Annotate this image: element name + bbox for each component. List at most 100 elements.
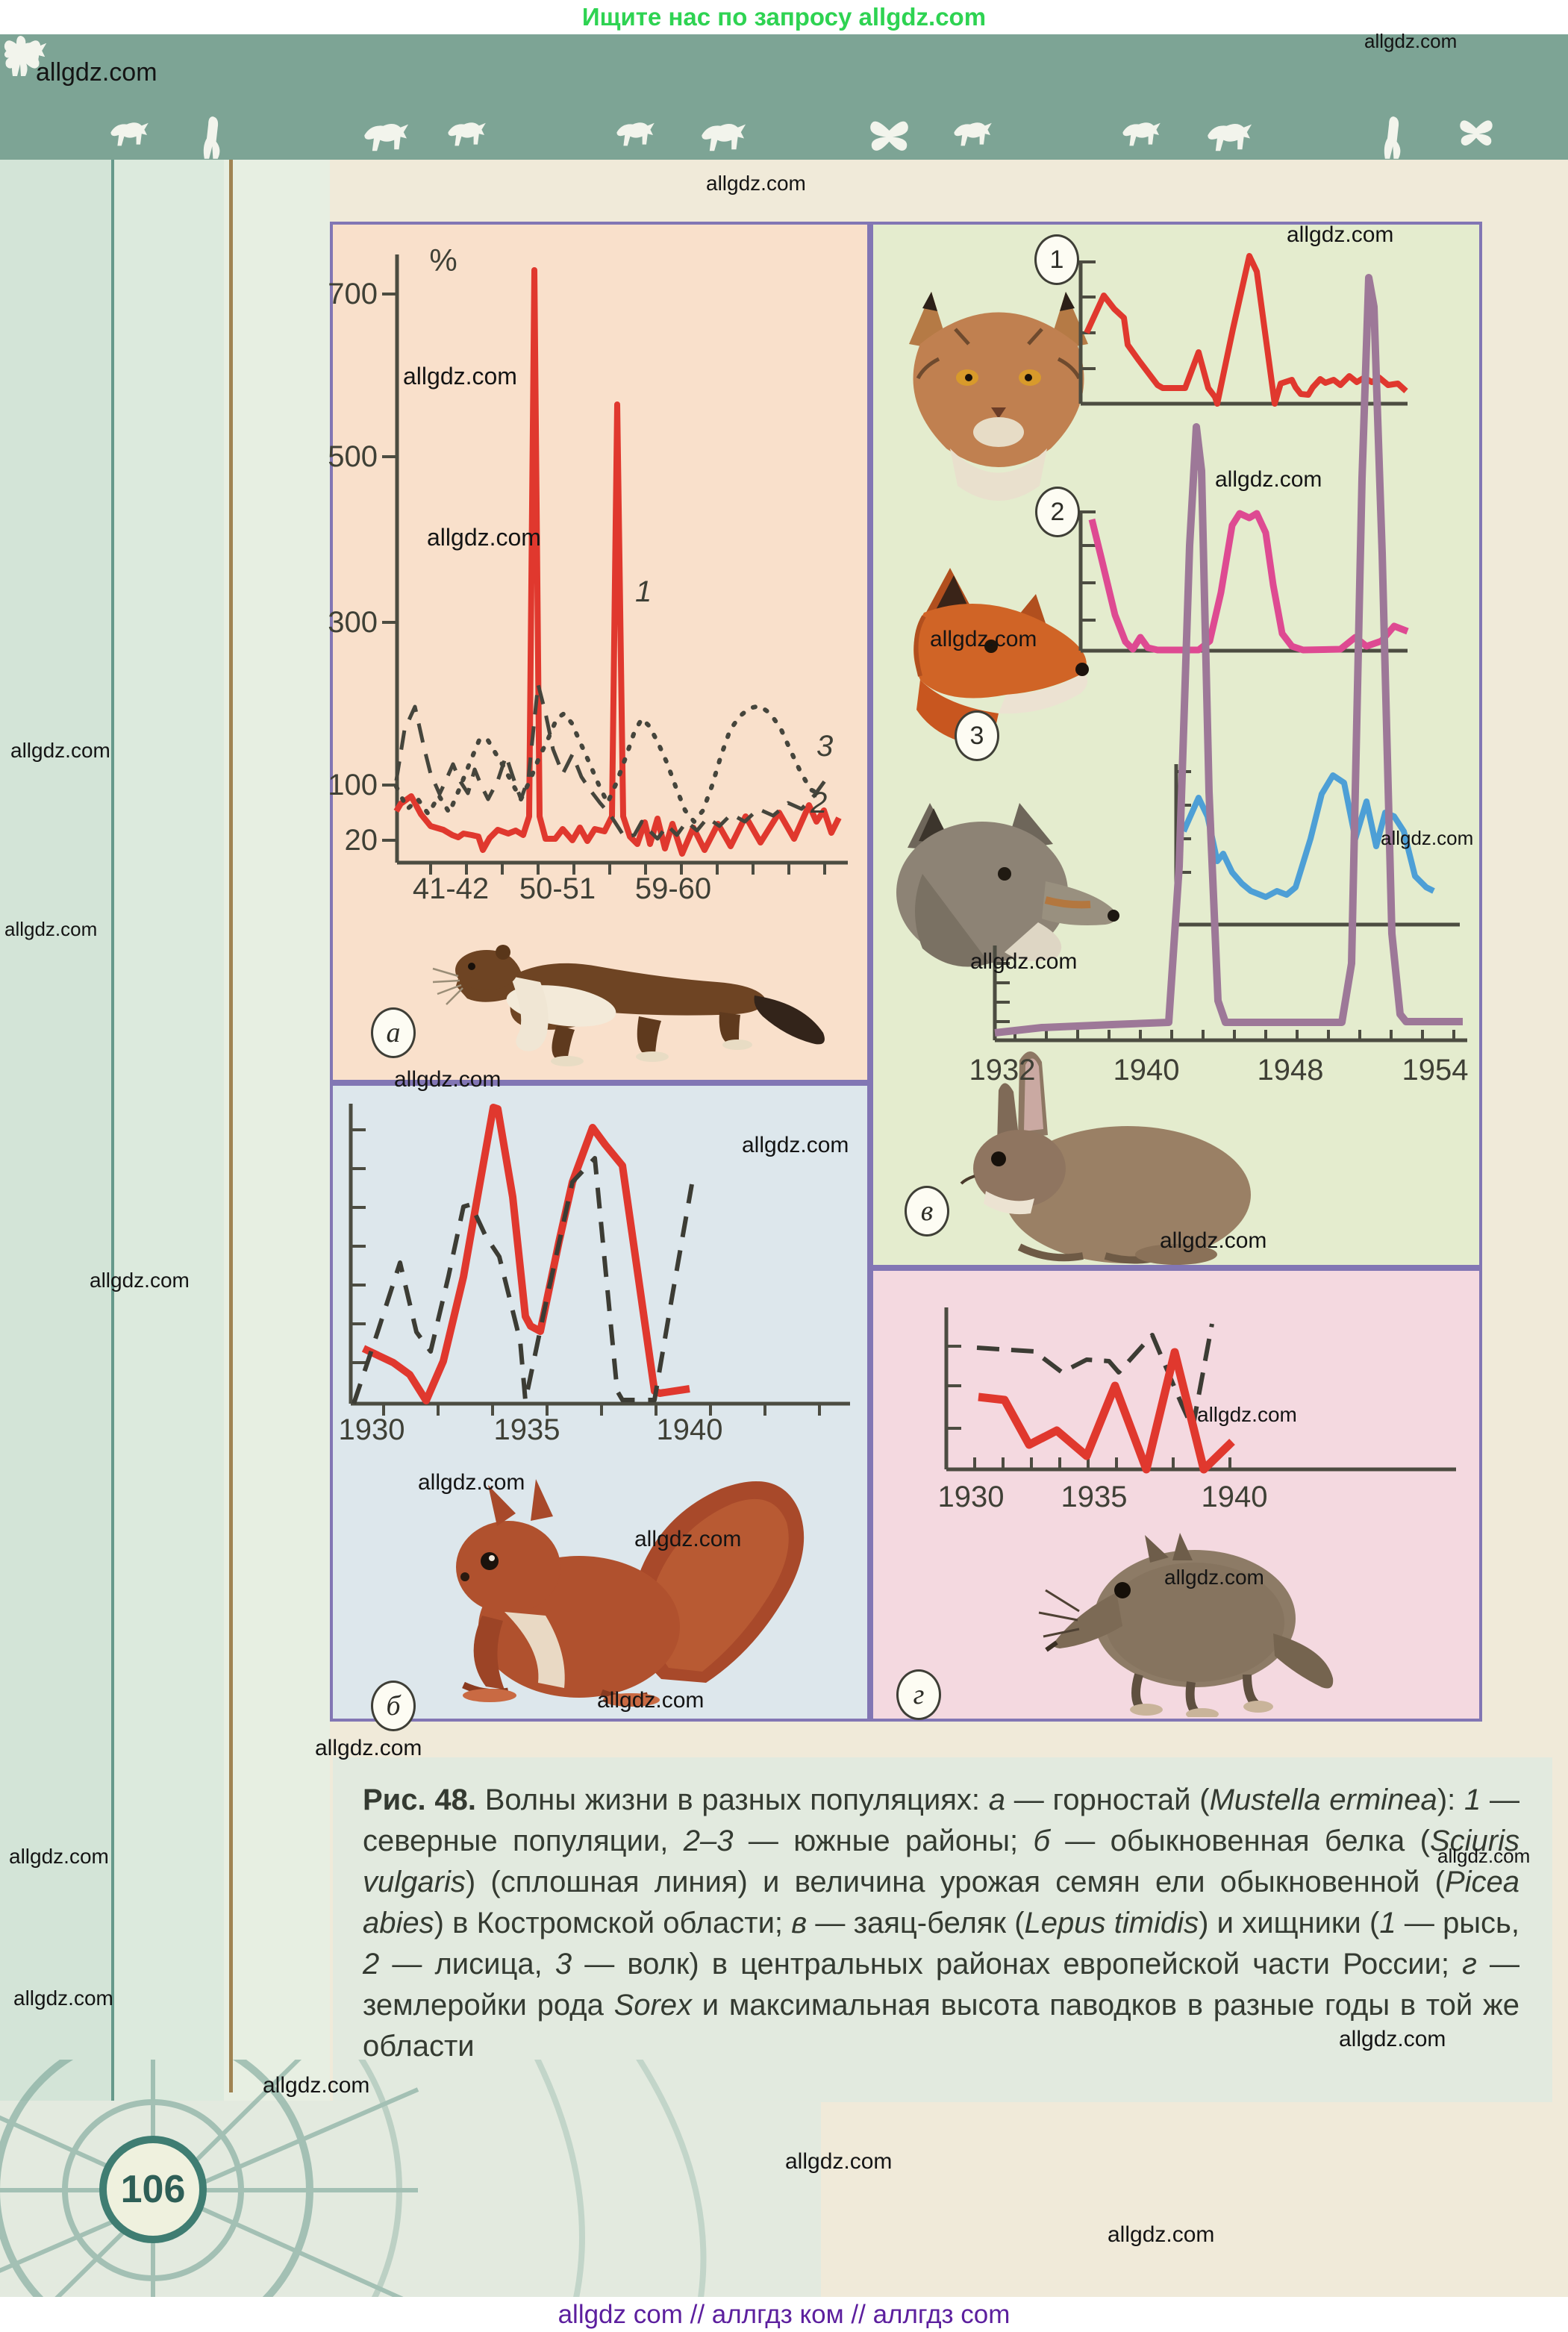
caption-segment: 3 [555, 1948, 572, 1981]
ermine-chart: 700 500 300 100 20 41-42 50-51 59-60% 1 2 3 [328, 243, 848, 905]
x-tick-label: 1940 [657, 1413, 723, 1446]
panel-label-a-text: а [386, 1017, 401, 1048]
footer-bar: allgdz com // аллгдз ком // аллгдз com [0, 2297, 1568, 2332]
caption-segment: 2 [363, 1948, 380, 1981]
animal-silhouette-icon [870, 121, 908, 151]
caption-segment: 1 [1379, 1907, 1396, 1939]
caption-segment: 2–3 [683, 1825, 734, 1857]
watermark: allgdz.com [4, 918, 98, 940]
data-series [978, 1348, 1235, 1474]
caption-segment: Sorex [613, 1989, 693, 2022]
data-series [394, 704, 822, 824]
shrew-photo [1038, 1533, 1334, 1717]
caption-segment: ): [1437, 1784, 1464, 1816]
series-label-1-lynx: 1 [1034, 234, 1079, 285]
page-margin-left [0, 160, 112, 2332]
squirrel-photo [456, 1479, 805, 1707]
lynx-photo [909, 292, 1088, 501]
promo-banner: Ищите нас по запросу allgdz.com [0, 0, 1568, 34]
caption-segment: — рысь, [1396, 1907, 1520, 1939]
y-tick-label: 20 [345, 824, 378, 857]
watermark: allgdz.com [634, 1527, 742, 1551]
figure-panel-shrew: 1930 1935 1940 г [870, 1268, 1482, 1722]
caption-segment: б [1033, 1825, 1050, 1857]
squirrel-chart: 1930 1935 1940 [339, 1104, 850, 1446]
x-tick-label: 41-42 [413, 872, 489, 905]
caption-segment: ) и хищники ( [1199, 1907, 1380, 1939]
caption-segment: — землеройки рода [363, 1948, 1519, 2022]
x-tick-label: 59-60 [635, 872, 711, 905]
animal-silhouette-icon [702, 124, 746, 151]
caption-segment: а [988, 1784, 1006, 1816]
shrew-chart: 1930 1935 1940 [938, 1307, 1456, 1513]
hare-photo [960, 1051, 1251, 1265]
watermark: allgdz.com [1108, 2222, 1215, 2247]
watermark: allgdz.com [418, 1470, 525, 1495]
caption-segment: Picea abies [363, 1866, 1519, 1939]
caption-segment: Рис. 48. [363, 1784, 476, 1816]
panel-label-b-text: б [386, 1690, 401, 1722]
panel-label-v-text: в [920, 1195, 934, 1227]
caption-segment: — обыкновенная белка ( [1049, 1825, 1430, 1857]
watermark: allgdz.com [13, 1986, 113, 2010]
panel-label-g: г [896, 1669, 941, 1720]
watermark: allgdz.com [1339, 2027, 1446, 2051]
series-tag: 3 [816, 730, 833, 763]
page-number: 106 [120, 2168, 186, 2211]
watermark: allgdz.com [1437, 1845, 1531, 1867]
y-tick-label: 300 [328, 606, 378, 639]
figure-panel-squirrel: 1930 1935 1940 б [330, 1083, 870, 1731]
animal-silhouettes-strip [4, 36, 1493, 159]
x-tick-label: 1932 [969, 1054, 1036, 1087]
caption-segment: Sciuris vulgaris [363, 1825, 1519, 1898]
watermark: allgdz.com [1364, 30, 1458, 52]
x-tick-label: 1935 [494, 1413, 560, 1446]
watermark: allgdz.com [315, 1736, 422, 1760]
watermark: allgdz.com [1197, 1403, 1297, 1426]
figure-caption: Рис. 48. Волны жизни в разных популяциях… [333, 1757, 1552, 2102]
caption-segment: — лисица, [379, 1948, 555, 1981]
watermark: allgdz.com [1164, 1566, 1264, 1589]
watermark: allgdz.com [427, 524, 541, 551]
axis-unit-label: % [429, 243, 457, 278]
series-label-2-text: 2 [1050, 497, 1065, 526]
data-series [994, 274, 1463, 1037]
margin-rule [111, 160, 114, 2332]
watermark: allgdz.com [785, 2149, 893, 2174]
watermark: allgdz.com [970, 949, 1078, 974]
animal-silhouette-icon [954, 122, 992, 146]
caption-segment: ) в Костромской области; [434, 1907, 792, 1939]
watermark: allgdz.com [10, 739, 110, 762]
data-series [1181, 772, 1435, 900]
caption-segment: 1 [1464, 1784, 1481, 1816]
watermark: allgdz.com [9, 1845, 109, 1868]
x-tick-label: 1948 [1258, 1054, 1324, 1087]
series-label-3-wolf: 3 [955, 710, 999, 761]
series-label-1-text: 1 [1049, 245, 1064, 274]
watermark: allgdz.com [706, 172, 806, 195]
watermark: allgdz.com [90, 1269, 190, 1292]
data-series [352, 1156, 694, 1404]
watermark: allgdz.com [1160, 1228, 1267, 1253]
caption-segment: Волны жизни в разных популяциях: [475, 1784, 989, 1816]
series-tag: 2 [810, 787, 827, 819]
watermark: allgdz.com [1287, 222, 1394, 247]
fox-photo [913, 568, 1089, 747]
animal-silhouette-icon [448, 122, 486, 146]
footer-text: allgdz com // аллгдз ком // аллгдз com [557, 2299, 1011, 2329]
series-tag: 1 [635, 575, 652, 608]
caption-segment: и максимальная высота паводков в разные … [363, 1989, 1520, 2063]
caption-segment: — волк) в центральных районах европейско… [572, 1948, 1463, 1981]
data-series [393, 267, 842, 857]
animal-silhouette-icon [1384, 116, 1401, 159]
header-band [0, 34, 1568, 160]
caption-segment: — южные районы; [733, 1825, 1034, 1857]
figure-panel-ermine: 700 500 300 100 20 41-42 50-51 59-60% 1 2 3 а [328, 222, 870, 1083]
animal-silhouette-icon [203, 116, 220, 159]
caption-segment: — заяц-беляк ( [807, 1907, 1025, 1939]
promo-banner-text: Ищите нас по запросу allgdz.com [581, 3, 987, 31]
y-tick-label: 100 [328, 769, 378, 801]
watermark: allgdz.com [36, 58, 157, 87]
data-series [1084, 253, 1408, 407]
